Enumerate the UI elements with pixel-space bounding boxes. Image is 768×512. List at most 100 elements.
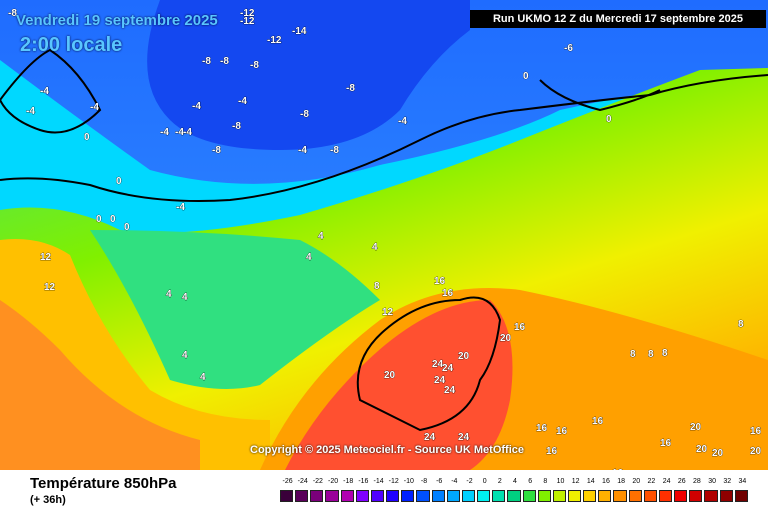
isotherm-value: 4 (306, 252, 312, 263)
scale-label: -16 (358, 478, 369, 485)
model-run-banner: Run UKMO 12 Z du Mercredi 17 septembre 2… (470, 10, 766, 28)
scale-swatch (628, 490, 642, 502)
scale-label: -2 (466, 478, 473, 485)
isotherm-value: 4 (372, 242, 378, 253)
scale-swatch (674, 490, 688, 502)
isotherm-value: -14 (292, 26, 307, 37)
isotherm-value: -4 (183, 127, 192, 138)
scale-label: 24 (662, 478, 671, 485)
scale-label: -22 (312, 478, 323, 485)
isotherm-value: 20 (750, 446, 762, 457)
isotherm-value: 16 (442, 288, 454, 299)
isotherm-value: 20 (384, 370, 396, 381)
isotherm-value: 0 (110, 214, 116, 225)
isotherm-value: -4 (238, 96, 247, 107)
isotherm-value: 24 (432, 359, 444, 370)
isotherm-value: -8 (250, 60, 259, 71)
isotherm-value: 20 (712, 448, 724, 459)
scale-swatch (583, 490, 597, 502)
forecast-time: 2:00 locale (20, 34, 123, 56)
isotherm-value: -12 (240, 8, 255, 19)
scale-label: 10 (556, 478, 565, 485)
isotherm-value: 12 (382, 307, 394, 318)
scale-label: 8 (543, 478, 548, 485)
scale-label: 32 (723, 478, 732, 485)
scale-label: 20 (632, 478, 641, 485)
scale-label: 4 (513, 478, 517, 485)
scale-swatch (370, 490, 385, 502)
isotherm-value: 16 (750, 426, 762, 437)
isotherm-value: -4 (176, 202, 185, 213)
isotherm-value: 0 (606, 114, 612, 125)
isotherm-value: -6 (564, 43, 573, 54)
isotherm-value: 24 (424, 432, 436, 443)
scale-label: 2 (497, 478, 502, 485)
scale-swatch (507, 490, 521, 502)
isotherm-value: -8 (220, 56, 229, 67)
isotherm-value: 0 (124, 222, 130, 233)
scale-label: -20 (328, 478, 339, 485)
isotherm-value: 0 (84, 132, 90, 143)
scale-swatch (280, 490, 294, 502)
scale-label: -6 (436, 478, 443, 485)
hot-core (285, 300, 513, 470)
west-hot-arc (0, 300, 200, 470)
scale-swatch (431, 490, 445, 502)
forecast-date: Vendredi 19 septembre 2025 (16, 12, 218, 29)
scale-label: 30 (708, 478, 716, 485)
scale-swatch (325, 490, 339, 502)
scale-swatch (401, 490, 415, 502)
scale-swatch (552, 490, 566, 502)
scale-label: 16 (602, 478, 610, 485)
isotherm-value: -4 (192, 101, 201, 112)
isotherm-value: 4 (182, 350, 188, 361)
isotherm-value: 12 (40, 252, 52, 263)
scale-color-bar (280, 490, 750, 502)
isotherm-value: 8 (662, 348, 668, 359)
atlantic-tongue (90, 230, 380, 389)
scale-swatch (567, 490, 582, 502)
scale-swatch (477, 490, 491, 502)
isotherm-value: 24 (434, 375, 446, 386)
scale-swatch (386, 490, 400, 502)
scale-swatch (522, 490, 536, 502)
isotherm-value: 24 (444, 385, 456, 396)
isotherm-value: 16 (556, 426, 568, 437)
scale-swatch (355, 490, 369, 502)
isotherm-value: -4 (90, 102, 99, 113)
scale-label: 12 (571, 478, 580, 485)
scale-label: -10 (403, 478, 414, 485)
isotherm-value: -8 (202, 56, 211, 67)
isotherm-value: 16 (660, 438, 672, 449)
isotherm-value: 16 (612, 468, 624, 470)
isotherm-value: -8 (8, 8, 17, 19)
scale-swatch (295, 490, 309, 502)
isotherm-value: -4 (40, 86, 49, 97)
temperature-map: -8 -12-12-14-12-8 -8 -8-8-8-8-8-8-6-4 -4-4-4… (0, 0, 768, 470)
scale-swatch (643, 490, 657, 502)
isotherm-value: -4 (398, 116, 407, 127)
isotherm-value: 24 (442, 363, 454, 374)
scale-swatch (613, 490, 627, 502)
isotherm-value: 20 (458, 351, 470, 362)
coastlines (0, 48, 768, 432)
scale-swatch (340, 490, 354, 502)
isotherm-value: -12 (267, 35, 282, 46)
isotherm-value: -4 (160, 127, 169, 138)
scale-label: 0 (482, 478, 487, 485)
scale-label: 18 (617, 478, 626, 485)
copyright-text: Copyright © 2025 Meteociel.fr - Source U… (250, 444, 524, 456)
scale-label: 6 (528, 478, 533, 485)
scale-swatch (704, 490, 718, 502)
legend-subtitle: (+ 36h) (30, 494, 66, 506)
isotherm-value: 20 (690, 422, 702, 433)
isotherm-value: 8 (648, 349, 654, 360)
scale-swatch (598, 490, 612, 502)
isotherm-value: -8 (330, 145, 339, 156)
isotherm-value: 20 (500, 333, 512, 344)
isotherm-value: 8 (374, 281, 380, 292)
isotherm-value: 0 (116, 176, 122, 187)
scale-label: -8 (420, 478, 428, 485)
isotherm-value: -8 (232, 121, 241, 132)
isotherm-value: -8 (346, 83, 355, 94)
